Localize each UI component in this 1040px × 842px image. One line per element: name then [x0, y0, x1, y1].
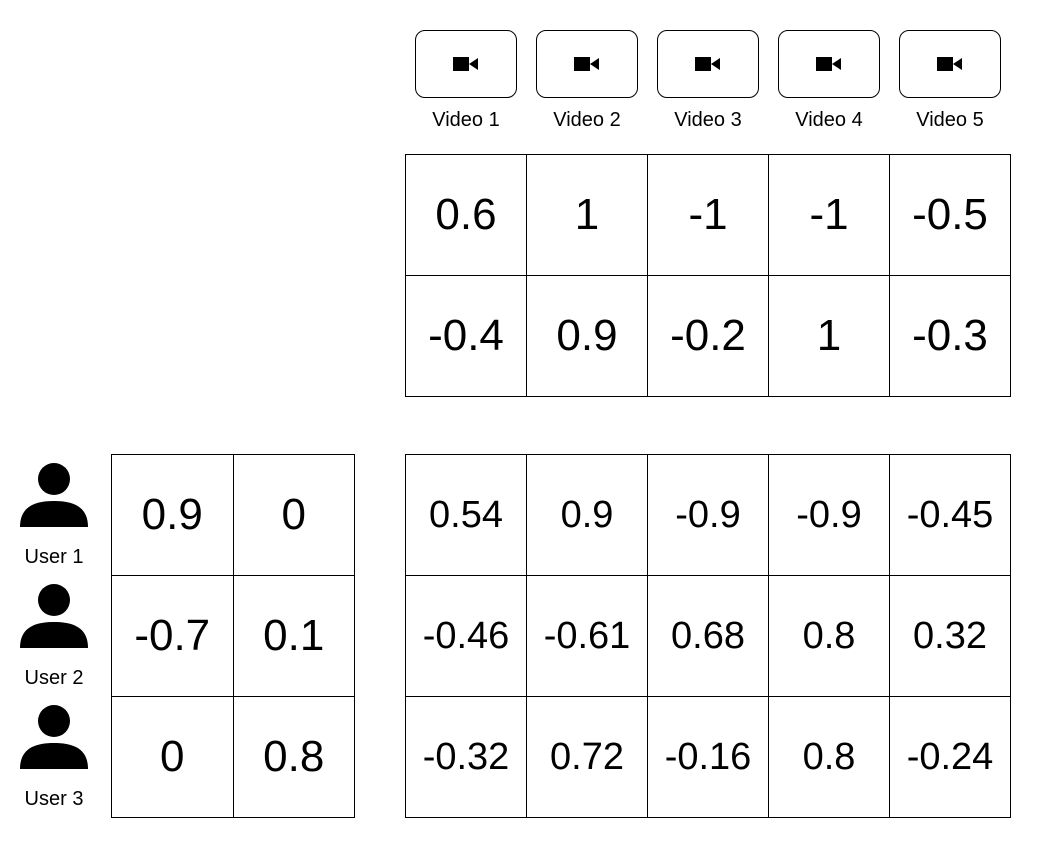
matrix-cell: -0.9	[769, 455, 890, 576]
video-3-icon-box	[657, 30, 759, 98]
matrix-cell: -1	[769, 155, 890, 276]
user-label: User 2	[24, 667, 84, 689]
video-1-icon-box	[415, 30, 517, 98]
matrix-cell: 0.8	[769, 697, 890, 818]
matrix-cell: 1	[769, 276, 890, 397]
matrix-cell: 0	[112, 697, 234, 818]
user-icon	[20, 584, 88, 648]
ratings-matrix: 0.54 0.9 -0.9 -0.9 -0.45 -0.46 -0.61 0.6…	[405, 454, 1011, 818]
matrix-cell: -0.61	[527, 576, 648, 697]
video-label: Video 1	[432, 109, 500, 131]
matrix-cell: -0.4	[406, 276, 527, 397]
video-label: Video 5	[916, 109, 984, 131]
matrix-cell: 0.54	[406, 455, 527, 576]
matrix-cell: -1	[648, 155, 769, 276]
matrix-cell: 0	[233, 455, 355, 576]
video-label: Video 4	[795, 109, 863, 131]
user-1: User 1	[14, 461, 94, 571]
matrix-cell: -0.45	[890, 455, 1011, 576]
matrix-cell: -0.24	[890, 697, 1011, 818]
matrix-cell: -0.9	[648, 455, 769, 576]
matrix-cell: 0.32	[890, 576, 1011, 697]
video-5-icon-box	[899, 30, 1001, 98]
user-label: User 1	[24, 546, 84, 568]
matrix-cell: -0.16	[648, 697, 769, 818]
matrix-cell: 0.72	[527, 697, 648, 818]
video-camera-icon	[695, 57, 720, 71]
matrix-cell: 0.9	[112, 455, 234, 576]
matrix-cell: -0.46	[406, 576, 527, 697]
matrix-cell: 0.8	[233, 697, 355, 818]
matrix-cell: 0.6	[406, 155, 527, 276]
matrix-cell: 0.68	[648, 576, 769, 697]
video-camera-icon	[574, 57, 599, 71]
matrix-cell: 0.8	[769, 576, 890, 697]
matrix-cell: 0.9	[527, 455, 648, 576]
matrix-cell: -0.2	[648, 276, 769, 397]
video-label: Video 2	[553, 109, 621, 131]
matrix-cell: 0.1	[233, 576, 355, 697]
user-2: User 2	[14, 582, 94, 692]
user-icon	[20, 463, 88, 527]
video-label: Video 3	[674, 109, 742, 131]
matrix-cell: 1	[527, 155, 648, 276]
matrix-cell: 0.9	[527, 276, 648, 397]
video-camera-icon	[453, 57, 478, 71]
video-factor-matrix: 0.6 1 -1 -1 -0.5 -0.4 0.9 -0.2 1 -0.3	[405, 154, 1011, 397]
user-icon	[20, 705, 88, 769]
video-2-icon-box	[536, 30, 638, 98]
video-camera-icon	[937, 57, 962, 71]
user-label: User 3	[24, 788, 84, 810]
matrix-cell: -0.32	[406, 697, 527, 818]
matrix-cell: -0.7	[112, 576, 234, 697]
matrix-cell: -0.5	[890, 155, 1011, 276]
video-4-icon-box	[778, 30, 880, 98]
user-3: User 3	[14, 703, 94, 813]
video-camera-icon	[816, 57, 841, 71]
user-factor-matrix: 0.9 0 -0.7 0.1 0 0.8	[111, 454, 355, 818]
matrix-cell: -0.3	[890, 276, 1011, 397]
